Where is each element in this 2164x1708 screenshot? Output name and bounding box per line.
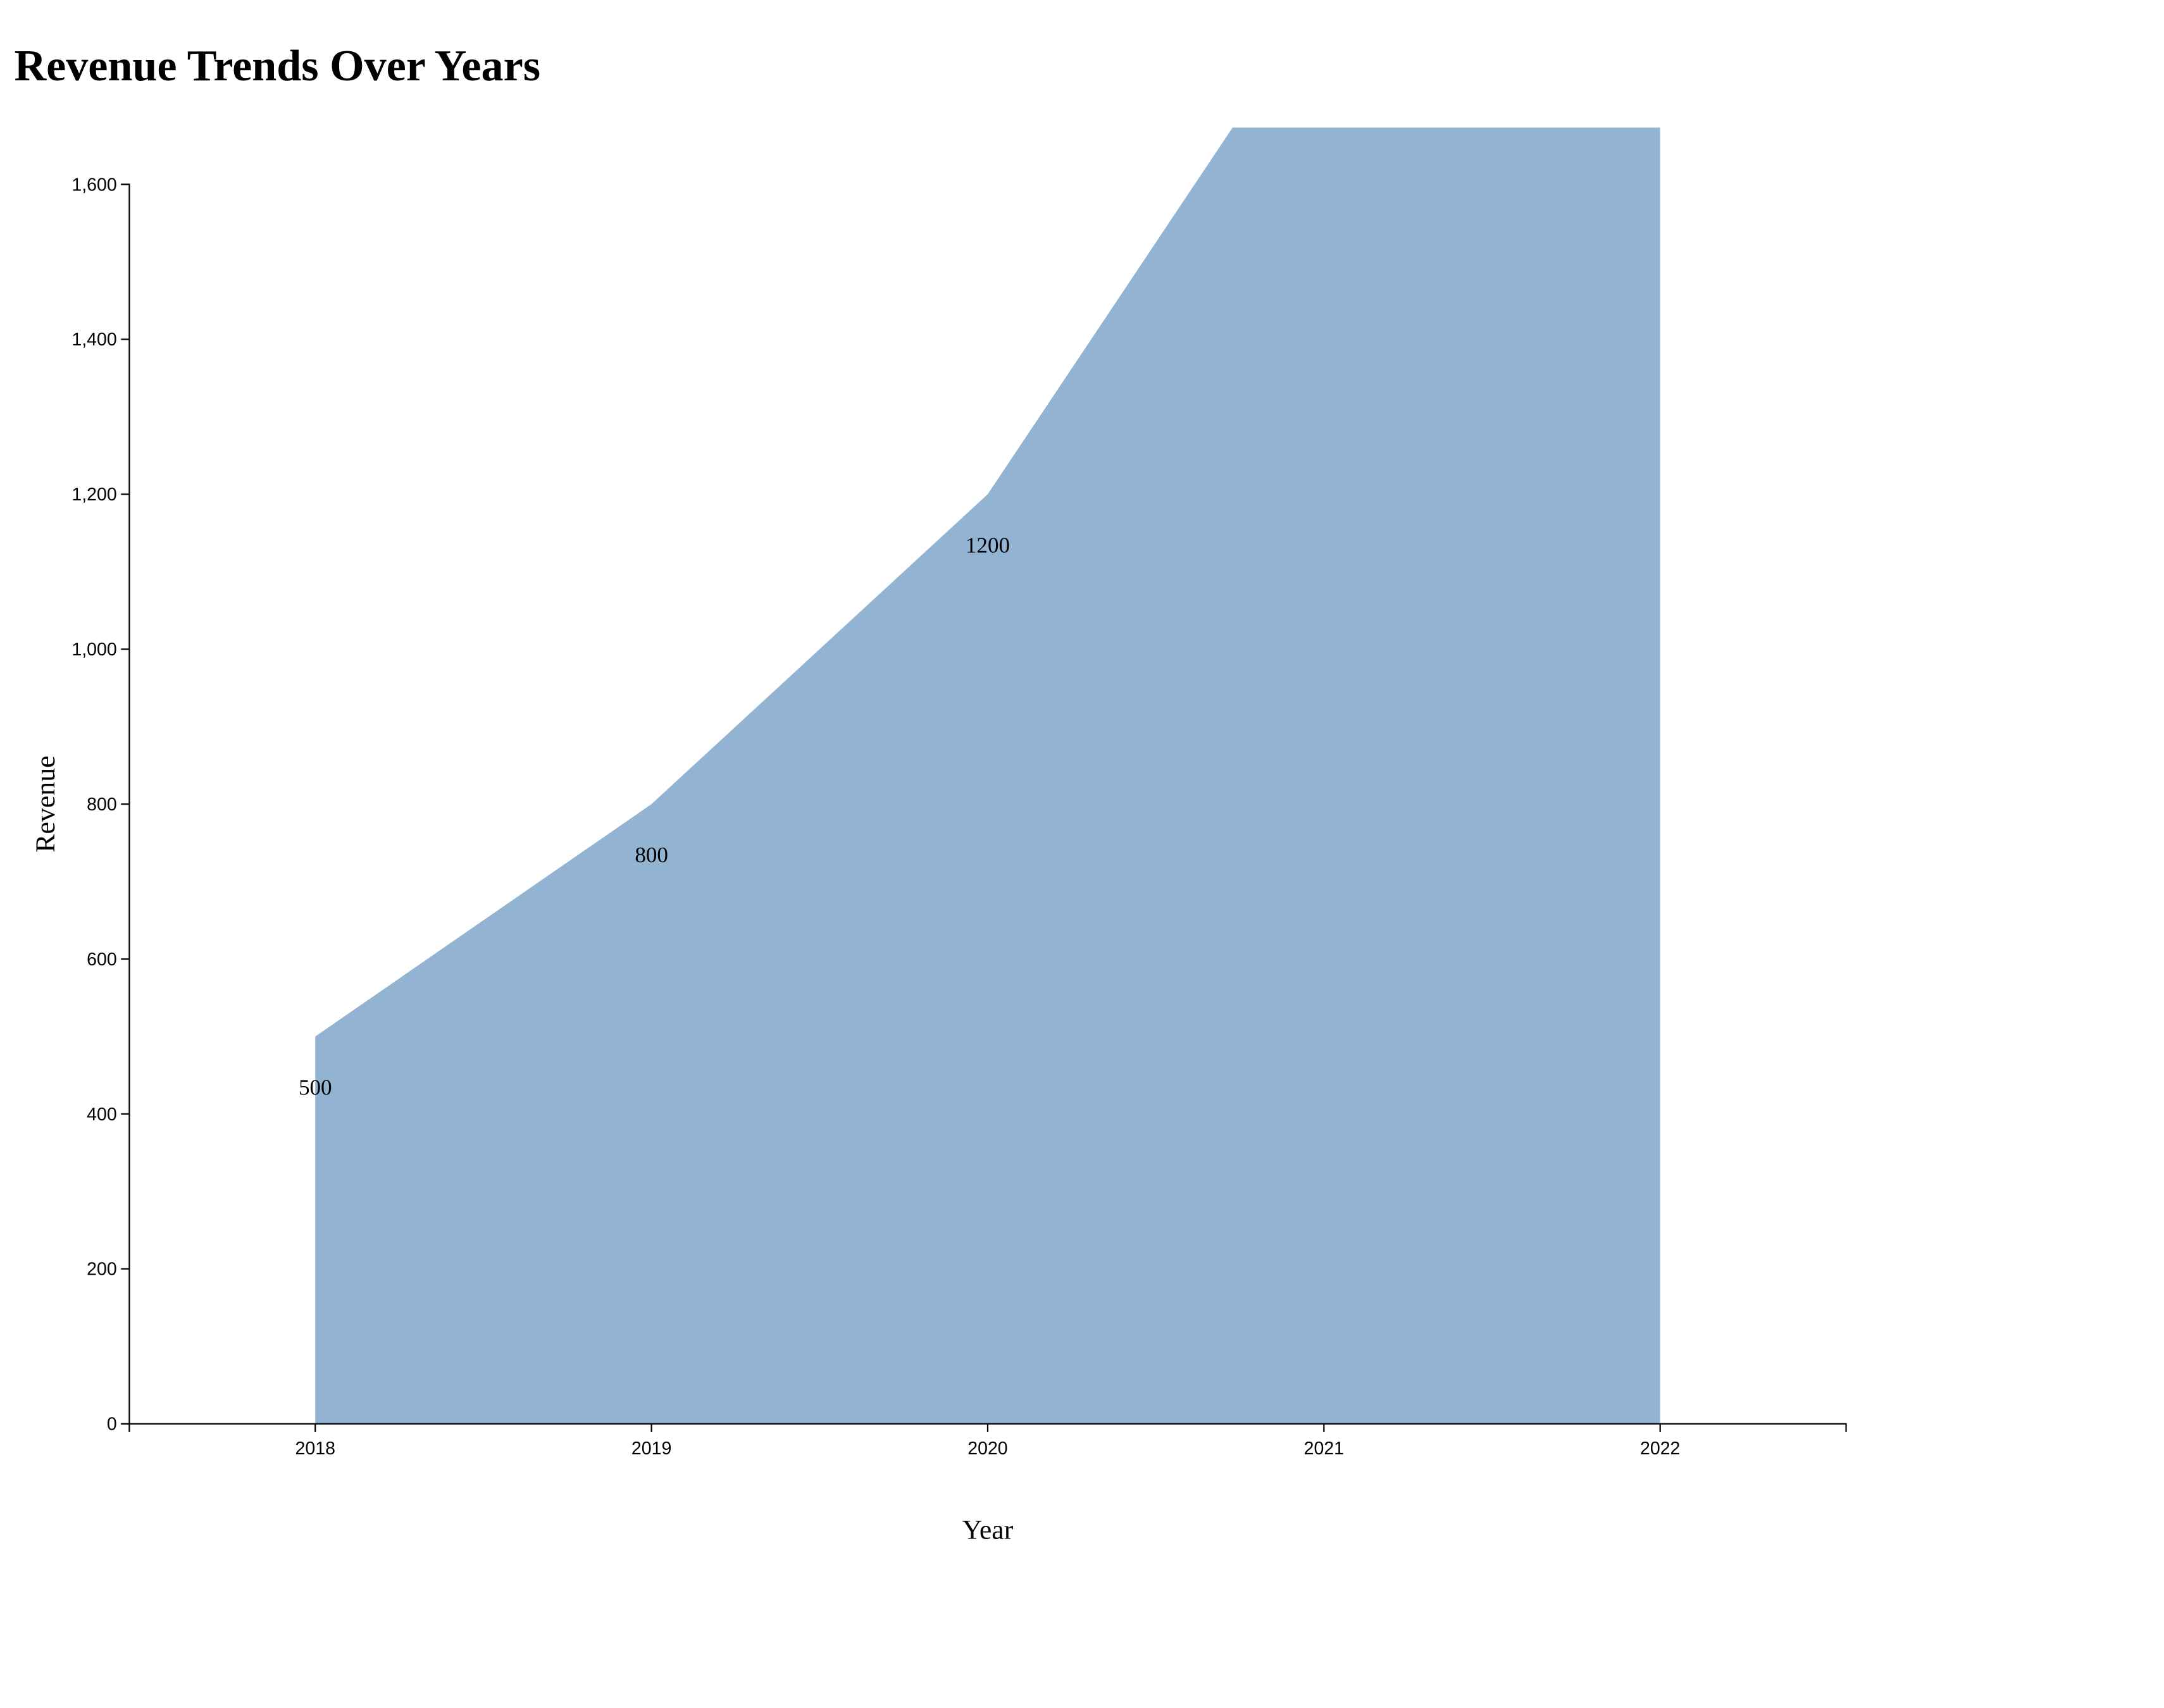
data-label: 800 [635,843,668,867]
data-label: 1850 [1302,29,1346,54]
plot-area: 500800120018502000 [299,29,1660,1424]
y-tick-label: 200 [87,1259,117,1280]
x-tick-label: 2021 [1304,1439,1344,1459]
axes: 0 200 400 600 800 1,000 1,200 1,400 1,600 2018 201… [72,175,1847,1459]
data-label: 500 [299,1075,332,1100]
y-tick-label: 800 [87,795,117,815]
y-tick-label: 400 [87,1105,117,1125]
y-tick-label: 1,600 [72,175,116,195]
x-tick-label: 2019 [631,1439,671,1459]
x-tick-label: 2020 [967,1439,1007,1459]
data-label: 1200 [966,533,1010,557]
y-tick-label: 0 [107,1414,117,1435]
chart-title: Revenue Trends Over Years [15,42,541,90]
y-axis-label: Revenue [30,755,61,852]
x-tick-label: 2022 [1640,1439,1680,1459]
x-tick-label: 2018 [295,1439,335,1459]
area [315,127,1660,1424]
y-tick-label: 1,200 [72,485,116,505]
y-tick-label: 1,400 [72,330,116,350]
y-tick-label: 1,000 [72,640,116,660]
y-tick-label: 600 [87,950,117,970]
x-axis-label: Year [962,1515,1014,1545]
